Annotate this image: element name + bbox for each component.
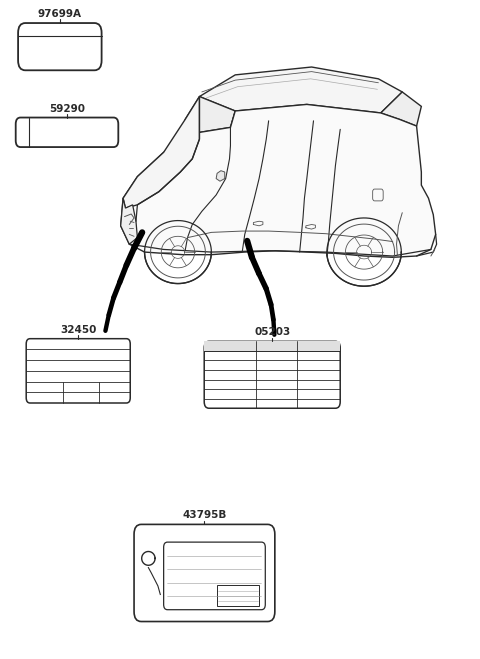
- Polygon shape: [230, 111, 269, 137]
- Text: 97699A: 97699A: [38, 9, 82, 19]
- Bar: [204, 341, 340, 351]
- Polygon shape: [120, 198, 137, 244]
- Polygon shape: [120, 104, 436, 257]
- Polygon shape: [199, 67, 402, 113]
- Text: 43795B: 43795B: [182, 511, 227, 521]
- Text: 59290: 59290: [49, 103, 85, 113]
- Text: 32450: 32450: [60, 325, 96, 335]
- Polygon shape: [313, 119, 340, 137]
- Bar: [216, 585, 259, 606]
- Polygon shape: [381, 92, 421, 126]
- Polygon shape: [123, 96, 199, 208]
- Polygon shape: [185, 96, 235, 134]
- Polygon shape: [268, 121, 316, 140]
- Polygon shape: [216, 171, 225, 181]
- Text: 05203: 05203: [254, 328, 290, 337]
